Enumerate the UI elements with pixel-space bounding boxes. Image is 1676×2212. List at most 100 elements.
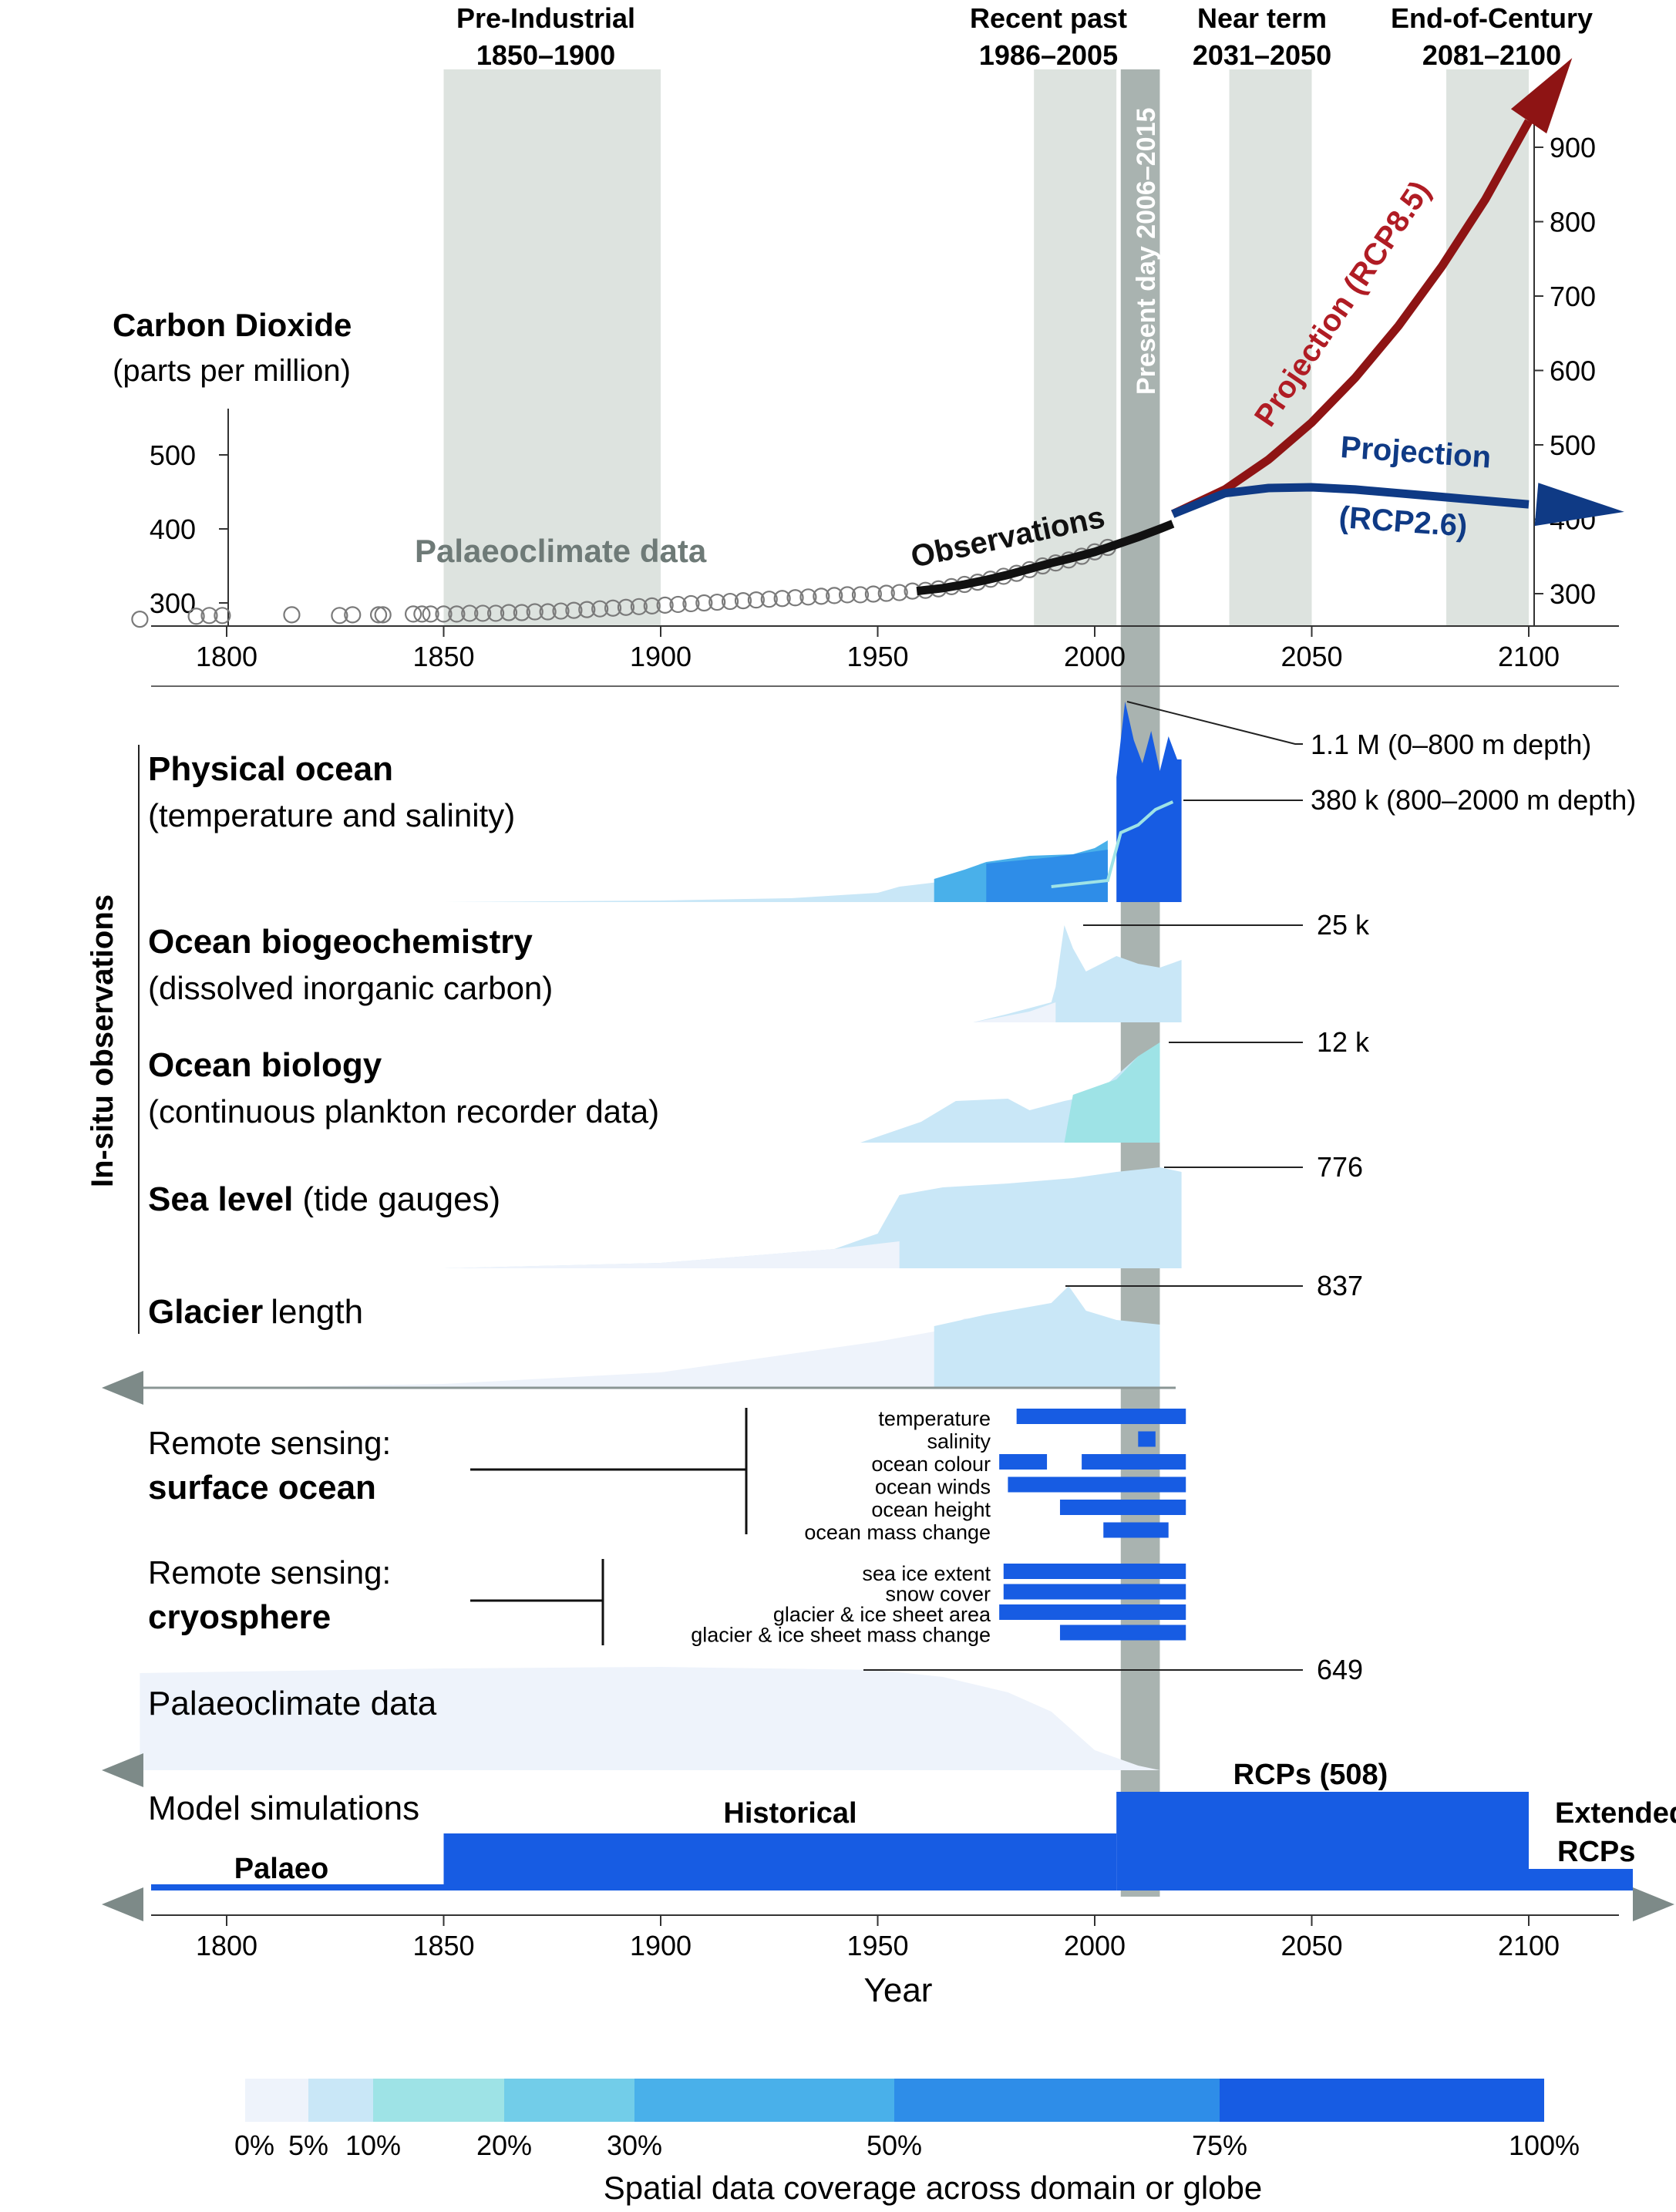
co2-observations-line — [916, 520, 1175, 596]
right-tick-label: 700 — [1550, 281, 1596, 312]
x-axis-top: 1800 1850 1900 1950 2000 2050 2100 — [151, 625, 1619, 687]
coverage-legend: 0% 5% 10% 20% 30% 50% 75% 100% — [234, 2079, 1580, 2161]
axis-tick-label: 1800 — [196, 641, 257, 672]
co2-point — [486, 604, 505, 622]
ocean-biology-coverage-high — [1064, 1042, 1160, 1143]
biogeochemistry-coverage-low — [973, 1002, 1056, 1022]
ocean-biology-desc: (continuous plankton recorder data) — [148, 1093, 659, 1130]
remote-item-label: snow cover — [885, 1583, 991, 1606]
ocean-biogeochemistry-title: Ocean biogeochemistry — [148, 923, 533, 961]
co2-point — [461, 604, 479, 622]
annotation-biogeochemistry: 25 k — [1317, 909, 1370, 941]
co2-point — [734, 592, 752, 610]
co2-point — [813, 588, 830, 605]
co2-rcp26-line — [1171, 483, 1530, 518]
co2-point — [474, 604, 492, 622]
right-tick-label: 500 — [1550, 429, 1596, 461]
left-tick-label: 500 — [150, 439, 196, 471]
co2-point — [826, 587, 843, 604]
axis-tick-label: 1850 — [412, 1930, 474, 1961]
model-rcps-label: RCPs (508) — [1233, 1759, 1388, 1791]
co2-point — [708, 593, 726, 611]
legend-tick-label: 75% — [1192, 2130, 1247, 2161]
co2-point — [851, 586, 870, 604]
physical-ocean-deep-line — [1051, 800, 1174, 888]
co2-point — [656, 596, 674, 614]
co2-point — [773, 590, 791, 608]
annotation-physical-ocean-deep: 380 k (800–2000 m depth) — [1311, 784, 1636, 816]
remote-sensing-ocean: Remote sensing: surface ocean temperatur… — [148, 1407, 1186, 1544]
legend-tick-label: 100% — [1509, 2130, 1580, 2161]
model-extended-bar — [1529, 1869, 1633, 1890]
co2-point — [682, 594, 700, 613]
axis-tick-label: 1950 — [846, 641, 908, 672]
legend-tick-label: 30% — [607, 2130, 662, 2161]
axis-tick-label: 2000 — [1064, 1930, 1126, 1961]
co2-point — [799, 588, 817, 606]
remote-item-label: sea ice extent — [862, 1562, 991, 1585]
axis-tick-label: 1900 — [630, 641, 692, 672]
remote-bar — [1138, 1431, 1156, 1447]
legend-swatch — [634, 2079, 894, 2122]
axis-tick-label: 2100 — [1498, 641, 1560, 672]
period-band-1 — [1034, 69, 1117, 626]
model-arrow-right — [1633, 1887, 1674, 1921]
remote-cryo-label1: Remote sensing: — [148, 1554, 391, 1591]
model-simulations: Model simulations Palaeo Historical RCPs… — [102, 1759, 1676, 1921]
x-axis-title: Year — [864, 1971, 933, 2009]
co2-point — [552, 602, 570, 620]
annotation-biology: 12 k — [1317, 1026, 1370, 1058]
co2-point — [131, 611, 149, 628]
right-tick-label: 900 — [1550, 132, 1596, 163]
axis-tick-label: 2050 — [1281, 1930, 1342, 1961]
glacier-coverage — [934, 1286, 1160, 1388]
legend-tick-label: 50% — [867, 2130, 922, 2161]
co2-point — [331, 607, 348, 625]
period-band-2 — [1229, 69, 1312, 626]
coverage-histograms — [140, 702, 1182, 1770]
remote-bar — [1103, 1522, 1169, 1538]
period-range-preindustrial: 1850–1900 — [476, 39, 615, 71]
co2-point — [448, 605, 466, 623]
remote-bar — [1059, 1500, 1186, 1515]
legend-tick-label: 5% — [288, 2130, 328, 2161]
remote-bar — [1082, 1454, 1186, 1470]
physical-ocean-title: Physical ocean — [148, 750, 393, 788]
annotations: 1.1 M (0–800 m depth) 380 k (800–2000 m … — [863, 701, 1636, 1685]
remote-bar — [1016, 1409, 1186, 1424]
sea-level-coverage — [443, 1167, 1182, 1268]
legend-swatch — [373, 2079, 504, 2122]
remote-cryo-label2: cryosphere — [148, 1598, 331, 1636]
co2-point — [187, 608, 205, 625]
co2-rcp85-line — [1170, 119, 1533, 518]
glacier-title: Glacier — [148, 1293, 263, 1331]
co2-point — [526, 603, 544, 621]
co2-point — [513, 604, 530, 621]
legend-swatch — [894, 2079, 1220, 2122]
remote-item-label: ocean height — [871, 1498, 991, 1521]
legend-tick-label: 10% — [345, 2130, 401, 2161]
dataset-labels: Physical ocean (temperature and salinity… — [148, 750, 659, 1331]
co2-point — [283, 606, 301, 624]
co2-point — [786, 589, 804, 607]
remote-ocean-label2: surface ocean — [148, 1469, 376, 1507]
glacier-arrow-left — [102, 1371, 143, 1405]
remote-bar — [1003, 1564, 1186, 1579]
co2-point — [565, 601, 583, 619]
period-label-preindustrial: Pre-Industrial — [456, 2, 635, 34]
co2-point — [404, 605, 422, 623]
period-label-end-of-century: End-of-Century — [1391, 2, 1593, 34]
remote-item-label: ocean colour — [871, 1453, 991, 1476]
model-simulations-label: Model simulations — [148, 1789, 419, 1827]
remote-bar — [1003, 1584, 1186, 1600]
co2-point — [669, 595, 687, 614]
annotation-sea-level: 776 — [1317, 1151, 1363, 1183]
period-band-0 — [443, 69, 661, 626]
present-day-label: Present day 2006–2015 — [1132, 108, 1161, 395]
legend-swatch — [504, 2079, 634, 2122]
co2-point — [890, 584, 908, 601]
period-range-end-of-century: 2081–2100 — [1422, 39, 1561, 71]
legend-swatch — [308, 2079, 373, 2122]
